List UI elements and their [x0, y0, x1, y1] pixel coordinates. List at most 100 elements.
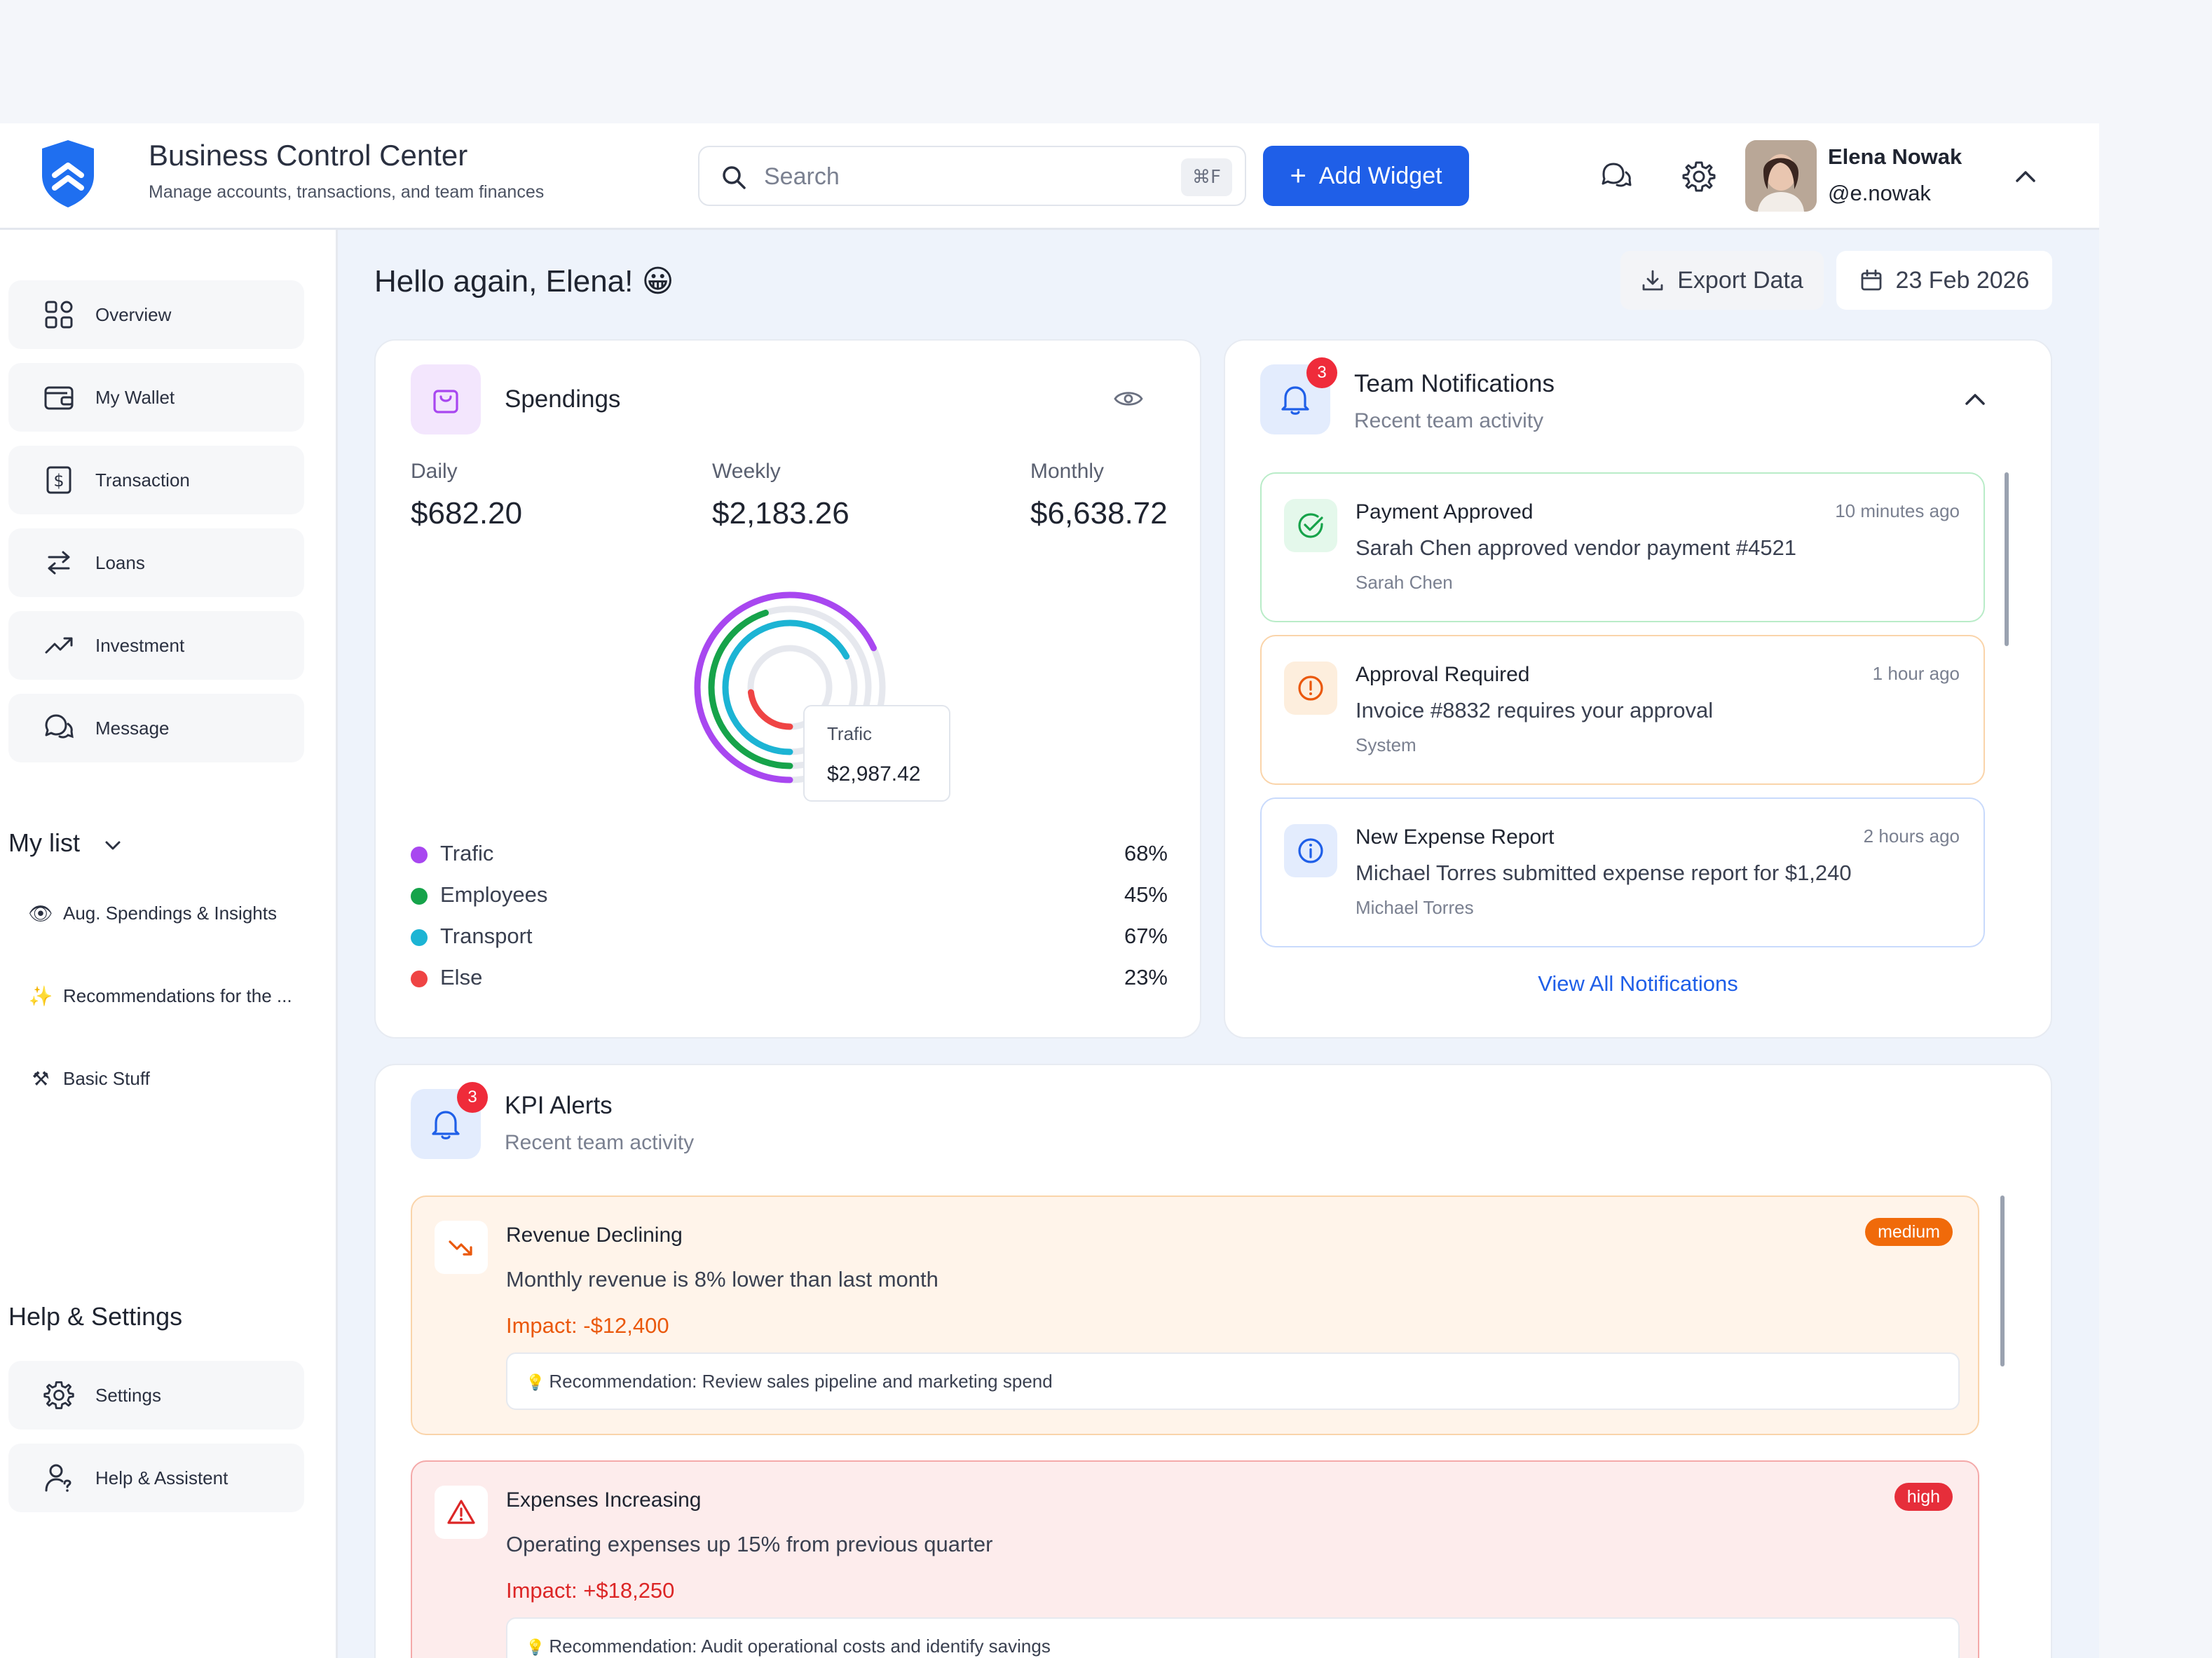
sidebar-item-label: Message [95, 717, 170, 739]
stat-value-weekly: $2,183.26 [712, 496, 849, 530]
notification-author: Michael Torres [1356, 897, 1474, 918]
view-all-notifications-link[interactable]: View All Notifications [1538, 971, 1738, 996]
sidebar-item-investment[interactable]: Investment [8, 611, 304, 680]
sidebar-item-label: Overview [95, 303, 172, 325]
add-widget-label: Add Widget [1318, 162, 1442, 189]
card-title: Spendings [505, 385, 621, 413]
eye-icon[interactable] [1113, 388, 1144, 409]
app-subtitle: Manage accounts, transactions, and team … [149, 182, 545, 202]
legend-row: Transport 67% [411, 924, 1168, 952]
gear-icon [43, 1381, 74, 1409]
app-window: Business Control Center Manage accounts,… [0, 123, 2099, 1658]
my-list-title[interactable]: My list [8, 828, 80, 857]
legend-row: Trafic 68% [411, 841, 1168, 869]
severity-badge: medium [1865, 1218, 1953, 1246]
stat-value-daily: $682.20 [411, 496, 523, 530]
search-shortcut-hint: ⌘F [1181, 158, 1232, 196]
list-item[interactable]: ✨ Recommendations for the ... [28, 978, 292, 1013]
list-item-label: Recommendations for the ... [63, 985, 292, 1006]
sidebar-item-label: Settings [95, 1384, 161, 1406]
grid-icon [45, 301, 73, 329]
user-name: Elena Nowak [1828, 144, 1962, 169]
alert-body: Operating expenses up 15% from previous … [506, 1532, 993, 1556]
recommendation-text: Recommendation: Review sales pipeline an… [549, 1371, 1053, 1392]
chart-arc-employees[interactable] [708, 609, 793, 769]
sparkles-icon: ✨ [28, 984, 53, 1008]
notification-item[interactable]: Payment Approved 10 minutes ago Sarah Ch… [1260, 472, 1985, 622]
alert-recommendation: 💡 Recommendation: Audit operational costs… [506, 1617, 1960, 1658]
sidebar-item-help[interactable]: Help & Assistent [8, 1444, 304, 1512]
kpi-alert-item[interactable]: Revenue Declining medium Monthly revenue… [411, 1195, 1979, 1435]
alert-recommendation: 💡 Recommendation: Review sales pipeline a… [506, 1352, 1960, 1410]
card-title: Team Notifications [1354, 370, 1555, 397]
notification-author: System [1356, 734, 1416, 755]
trend-down-icon [435, 1221, 488, 1274]
kpi-alert-item[interactable]: Expenses Increasing high Operating expen… [411, 1460, 1979, 1658]
legend-dot [411, 888, 428, 905]
chart-arc-trafic[interactable] [694, 591, 877, 783]
download-icon [1642, 270, 1663, 291]
sidebar-item-transaction[interactable]: $ Transaction [8, 446, 304, 514]
gear-icon[interactable] [1681, 158, 1717, 195]
list-item[interactable]: ⚒ Basic Stuff [28, 1061, 149, 1096]
shopping-bag-icon [411, 364, 481, 434]
chevron-down-icon[interactable] [102, 838, 123, 852]
date-picker-button[interactable]: 23 Feb 2026 [1836, 251, 2052, 310]
sidebar: Overview My Wallet $ Transaction Loans [0, 230, 338, 1658]
sidebar-item-message[interactable]: Message [8, 694, 304, 762]
user-portrait-image [1745, 140, 1817, 212]
alert-impact: Impact: +$18,250 [506, 1578, 675, 1603]
sidebar-item-label: Help & Assistent [95, 1467, 228, 1488]
avatar[interactable] [1745, 140, 1817, 212]
notification-item[interactable]: New Expense Report 2 hours ago Michael T… [1260, 797, 1985, 947]
main-content: Hello again, Elena! 😀 Export Data 23 Feb… [338, 230, 2099, 1658]
chat-icon[interactable] [1598, 158, 1634, 195]
recommendation-text: Recommendation: Audit operational costs … [549, 1636, 1051, 1657]
top-header: Business Control Center Manage accounts,… [0, 123, 2099, 230]
scrollbar[interactable] [2005, 472, 2009, 646]
notification-count-badge: 3 [1306, 357, 1337, 388]
list-item[interactable]: 👁 Aug. Spendings & Insights [28, 896, 277, 931]
notification-item[interactable]: Approval Required 1 hour ago Invoice #88… [1260, 635, 1985, 785]
notification-title: Payment Approved [1356, 500, 1534, 523]
stat-value-monthly: $6,638.72 [1030, 496, 1168, 530]
check-circle-icon [1284, 499, 1337, 552]
sidebar-item-label: Loans [95, 551, 145, 573]
chart-arc-else[interactable] [747, 689, 793, 730]
notification-time: 10 minutes ago [1835, 500, 1960, 521]
notification-author: Sarah Chen [1356, 572, 1453, 593]
notification-body: Sarah Chen approved vendor payment #4521 [1356, 535, 1797, 560]
eye-icon: 👁 [28, 901, 53, 925]
sidebar-item-my-wallet[interactable]: My Wallet [8, 363, 304, 432]
alert-title: Revenue Declining [506, 1224, 683, 1247]
search-input[interactable] [764, 157, 1156, 196]
sidebar-item-overview[interactable]: Overview [8, 280, 304, 349]
kpi-alerts-card: 3 KPI Alerts Recent team activity Revenu… [374, 1064, 2052, 1658]
scrollbar[interactable] [2000, 1195, 2005, 1366]
add-widget-button[interactable]: + Add Widget [1263, 146, 1469, 206]
tooltip-label: Trafic [827, 723, 873, 744]
sidebar-item-settings[interactable]: Settings [8, 1361, 304, 1430]
date-label: 23 Feb 2026 [1895, 266, 2030, 294]
arrows-swap-icon [48, 551, 70, 575]
info-circle-icon [1284, 824, 1337, 877]
search-box[interactable]: ⌘F [698, 146, 1246, 206]
tooltip-value: $2,987.42 [827, 762, 921, 786]
sidebar-item-loans[interactable]: Loans [8, 528, 304, 597]
plus-icon: + [1290, 160, 1306, 191]
export-data-button[interactable]: Export Data [1620, 251, 1824, 310]
card-title: KPI Alerts [505, 1092, 613, 1119]
user-help-icon [45, 1464, 71, 1492]
chevron-up-icon[interactable] [2012, 165, 2040, 186]
wallet-icon [44, 386, 74, 410]
export-data-label: Export Data [1677, 266, 1803, 294]
chart-arc-transport[interactable] [722, 619, 850, 755]
notification-title: Approval Required [1356, 663, 1530, 686]
legend-dot [411, 847, 428, 863]
spendings-card: Spendings Daily $682.20 Weekly $2,183.26… [374, 339, 1201, 1039]
notification-body: Michael Torres submitted expense report … [1356, 861, 1852, 885]
spendings-radial-chart [694, 591, 886, 783]
chevron-up-icon[interactable] [1961, 388, 1989, 409]
legend-name: Trafic [440, 841, 494, 865]
search-icon [723, 166, 746, 189]
